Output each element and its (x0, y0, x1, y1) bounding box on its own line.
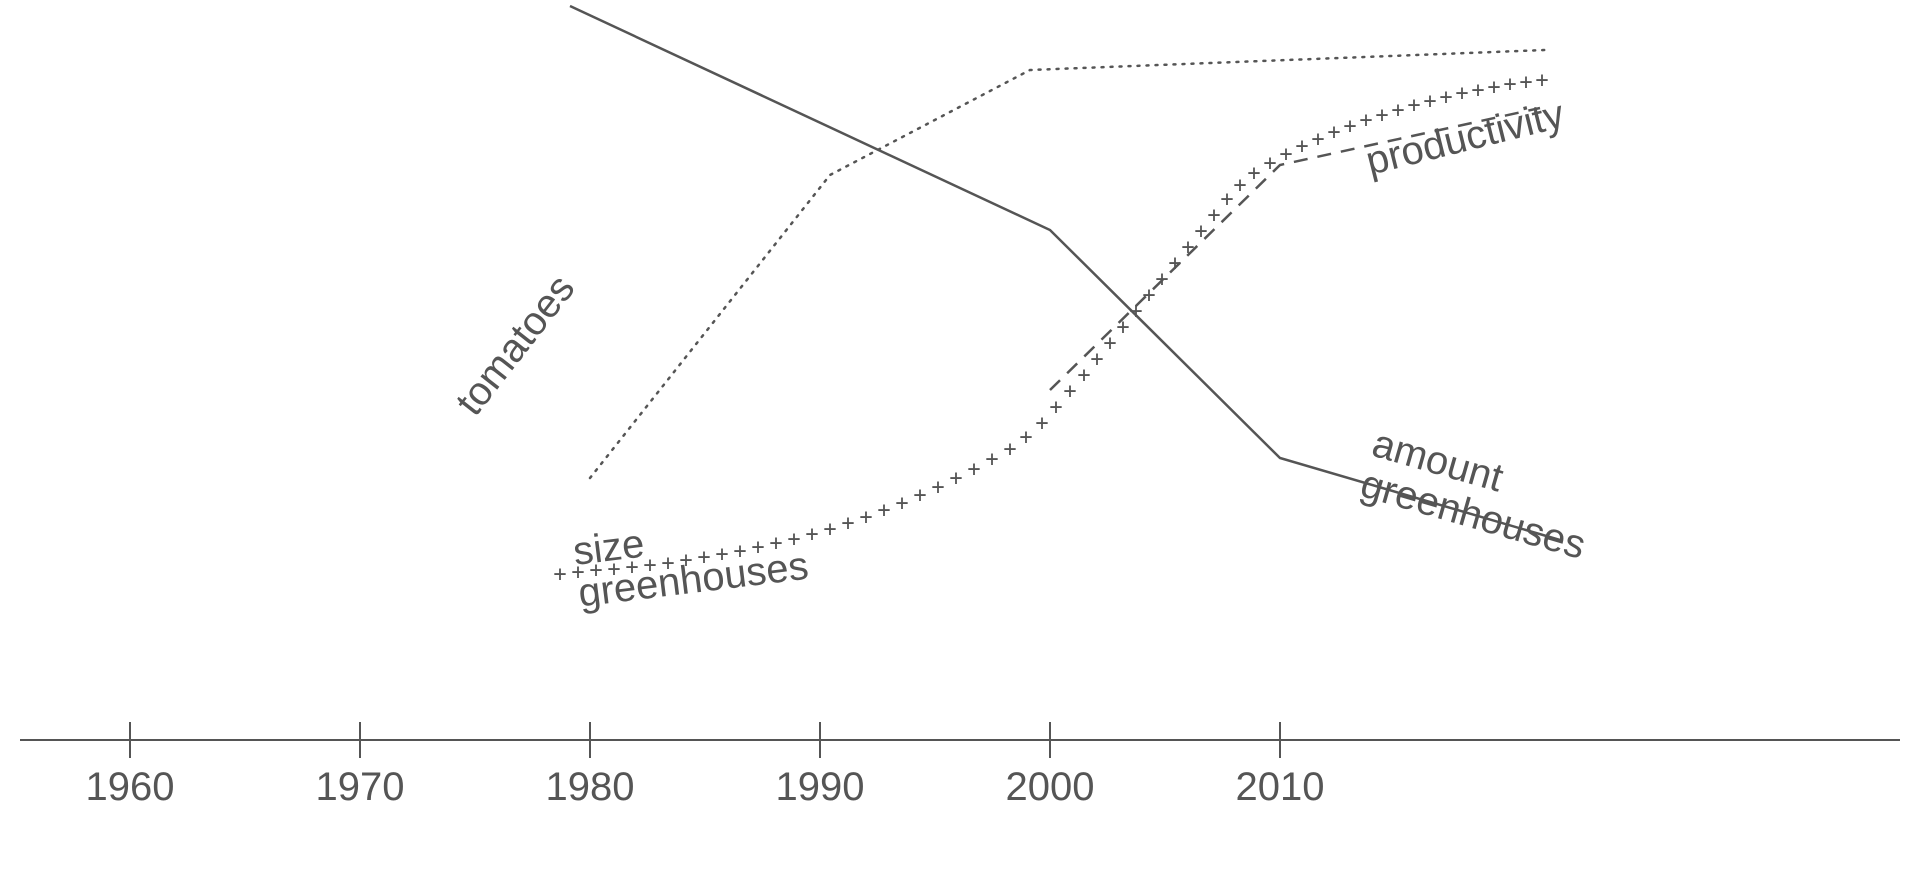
svg-text:+: + (553, 562, 566, 587)
timeline-chart: 196019701980199020002010++++++++++++++++… (0, 0, 1920, 872)
svg-text:+: + (1207, 203, 1220, 228)
svg-text:+: + (1116, 315, 1129, 340)
svg-text:+: + (1063, 379, 1076, 404)
svg-text:+: + (1129, 299, 1142, 324)
svg-text:+: + (1003, 437, 1016, 462)
x-axis-tick-label: 1990 (776, 765, 865, 809)
svg-text:+: + (1168, 251, 1181, 276)
svg-text:+: + (1423, 89, 1436, 114)
svg-text:+: + (1295, 134, 1308, 159)
svg-text:tomatoes: tomatoes (447, 267, 583, 424)
svg-text:+: + (1455, 81, 1468, 106)
svg-text:+: + (1311, 127, 1324, 152)
svg-text:+: + (1019, 425, 1032, 450)
svg-text:+: + (823, 517, 836, 542)
x-axis-tick-label: 1960 (86, 765, 175, 809)
svg-text:+: + (1077, 363, 1090, 388)
svg-text:+: + (805, 522, 818, 547)
svg-text:+: + (1391, 98, 1404, 123)
svg-text:+: + (1503, 72, 1516, 97)
svg-text:+: + (1359, 108, 1372, 133)
svg-text:+: + (1247, 161, 1260, 186)
x-axis-tick-label: 1970 (316, 765, 405, 809)
x-axis-tick-label: 2000 (1006, 765, 1095, 809)
label-size-greenhouses: sizegreenhouses (571, 502, 811, 616)
svg-text:+: + (895, 491, 908, 516)
svg-text:+: + (967, 457, 980, 482)
svg-text:+: + (931, 475, 944, 500)
svg-text:+: + (1194, 219, 1207, 244)
svg-text:+: + (913, 483, 926, 508)
svg-text:+: + (1487, 75, 1500, 100)
svg-text:+: + (1327, 120, 1340, 145)
svg-text:+: + (1220, 187, 1233, 212)
svg-text:+: + (859, 505, 872, 530)
svg-text:+: + (1035, 411, 1048, 436)
svg-text:+: + (1375, 103, 1388, 128)
svg-text:+: + (1142, 283, 1155, 308)
svg-text:+: + (1155, 267, 1168, 292)
label-tomatoes: tomatoes (447, 267, 583, 424)
svg-text:+: + (1263, 151, 1276, 176)
svg-text:+: + (841, 511, 854, 536)
svg-text:+: + (949, 466, 962, 491)
x-axis-tick-label: 2010 (1236, 765, 1325, 809)
svg-text:+: + (1519, 70, 1532, 95)
svg-text:+: + (1090, 347, 1103, 372)
svg-text:+: + (1535, 68, 1548, 93)
svg-text:+: + (1103, 331, 1116, 356)
svg-text:+: + (1181, 235, 1194, 260)
svg-text:+: + (1343, 114, 1356, 139)
svg-text:+: + (985, 447, 998, 472)
svg-text:+: + (1279, 142, 1292, 167)
svg-text:+: + (1407, 93, 1420, 118)
svg-text:+: + (1471, 78, 1484, 103)
label-amount-greenhouses: amountgreenhouses (1356, 421, 1602, 567)
svg-text:+: + (1049, 395, 1062, 420)
x-axis-tick-label: 1980 (546, 765, 635, 809)
svg-text:+: + (1233, 173, 1246, 198)
svg-text:+: + (877, 498, 890, 523)
svg-text:+: + (1439, 85, 1452, 110)
